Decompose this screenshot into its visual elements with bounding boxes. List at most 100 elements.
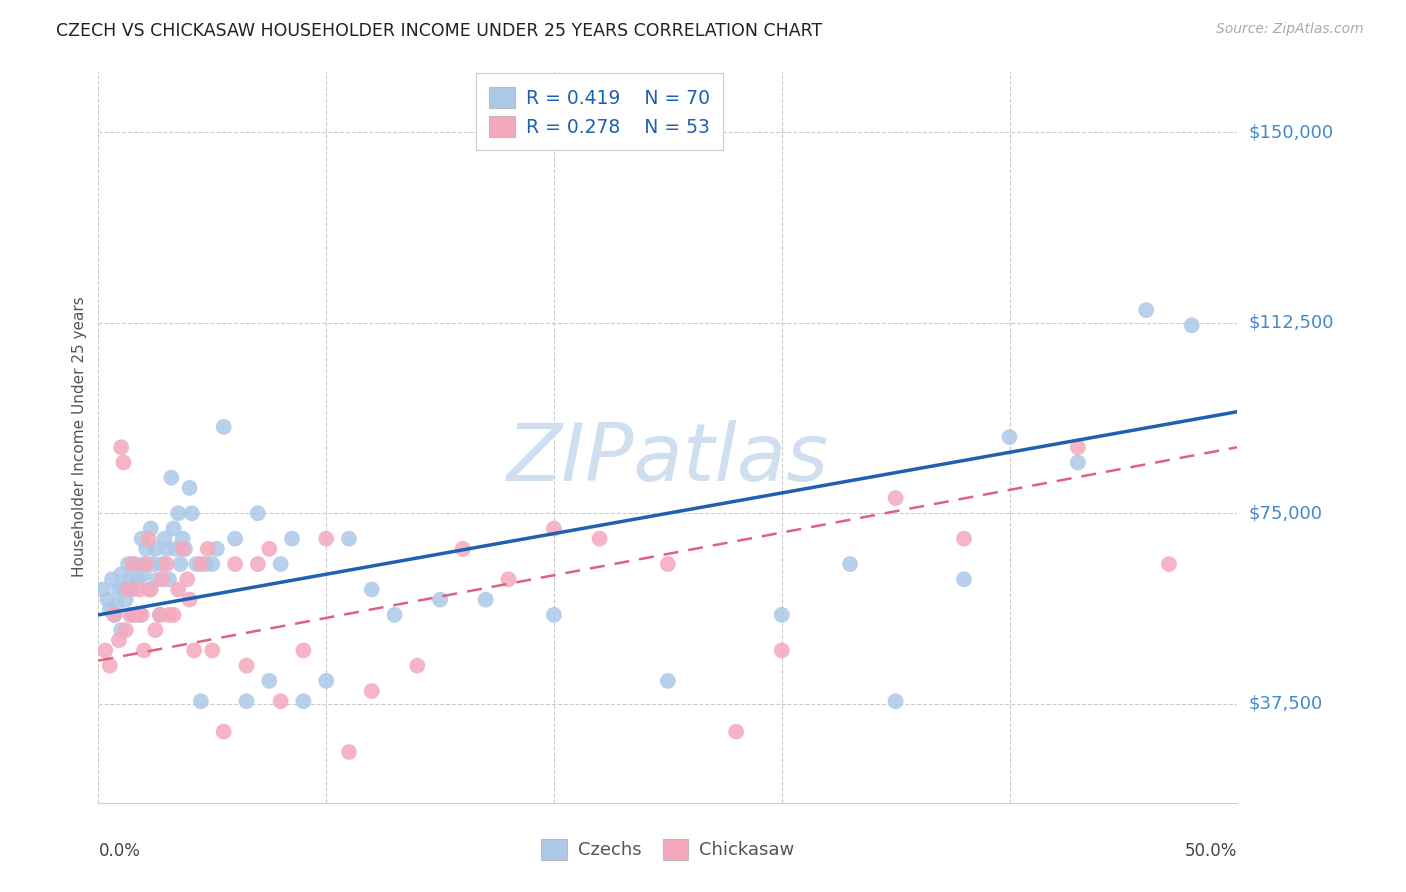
- Point: [117, 582, 139, 597]
- Point: [292, 694, 315, 708]
- Point: [474, 592, 496, 607]
- Text: Source: ZipAtlas.com: Source: ZipAtlas.com: [1216, 22, 1364, 37]
- Point: [725, 724, 748, 739]
- Point: [1067, 440, 1090, 454]
- Point: [160, 471, 183, 485]
- Point: [145, 623, 167, 637]
- Point: [884, 694, 907, 708]
- Point: [212, 724, 235, 739]
- Point: [120, 607, 142, 622]
- Point: [114, 592, 136, 607]
- Point: [315, 532, 337, 546]
- Point: [588, 532, 610, 546]
- Point: [150, 557, 173, 571]
- Point: [337, 745, 360, 759]
- Text: $37,500: $37,500: [1249, 695, 1323, 713]
- Point: [138, 532, 160, 546]
- Point: [429, 592, 451, 607]
- Point: [384, 607, 406, 622]
- Point: [120, 572, 142, 586]
- Point: [315, 673, 337, 688]
- Point: [360, 684, 382, 698]
- Legend: Czechs, Chickasaw: Czechs, Chickasaw: [534, 831, 801, 867]
- Point: [224, 532, 246, 546]
- Point: [194, 557, 217, 571]
- Point: [124, 607, 146, 622]
- Point: [657, 673, 679, 688]
- Point: [128, 607, 150, 622]
- Point: [127, 572, 149, 586]
- Point: [157, 572, 180, 586]
- Point: [884, 491, 907, 505]
- Point: [270, 694, 292, 708]
- Point: [112, 582, 135, 597]
- Point: [543, 521, 565, 535]
- Point: [179, 592, 201, 607]
- Point: [105, 598, 128, 612]
- Point: [108, 582, 131, 597]
- Point: [167, 582, 190, 597]
- Point: [149, 607, 172, 622]
- Point: [183, 643, 205, 657]
- Point: [953, 532, 976, 546]
- Point: [114, 623, 136, 637]
- Text: $150,000: $150,000: [1249, 123, 1333, 141]
- Point: [1181, 318, 1204, 333]
- Point: [337, 532, 360, 546]
- Point: [270, 557, 292, 571]
- Point: [770, 607, 793, 622]
- Point: [153, 532, 176, 546]
- Point: [235, 694, 257, 708]
- Point: [172, 541, 194, 556]
- Text: 50.0%: 50.0%: [1185, 842, 1237, 860]
- Point: [190, 694, 212, 708]
- Point: [292, 643, 315, 657]
- Point: [953, 572, 976, 586]
- Point: [96, 592, 118, 607]
- Point: [131, 532, 153, 546]
- Point: [224, 557, 246, 571]
- Point: [451, 541, 474, 556]
- Point: [281, 532, 304, 546]
- Point: [212, 420, 235, 434]
- Point: [186, 557, 208, 571]
- Text: 0.0%: 0.0%: [98, 842, 141, 860]
- Point: [172, 532, 194, 546]
- Point: [157, 607, 180, 622]
- Point: [108, 633, 131, 648]
- Point: [839, 557, 862, 571]
- Point: [112, 455, 135, 469]
- Point: [117, 557, 139, 571]
- Point: [139, 521, 162, 535]
- Point: [165, 541, 187, 556]
- Point: [146, 572, 169, 586]
- Point: [162, 607, 184, 622]
- Text: ZIPatlas: ZIPatlas: [506, 420, 830, 498]
- Point: [98, 658, 121, 673]
- Point: [132, 567, 155, 582]
- Point: [110, 440, 132, 454]
- Point: [246, 557, 269, 571]
- Point: [142, 557, 165, 571]
- Point: [91, 582, 114, 597]
- Point: [94, 643, 117, 657]
- Point: [156, 541, 179, 556]
- Point: [162, 521, 184, 535]
- Point: [128, 582, 150, 597]
- Point: [201, 643, 224, 657]
- Point: [197, 541, 219, 556]
- Point: [498, 572, 520, 586]
- Point: [145, 541, 167, 556]
- Point: [169, 557, 191, 571]
- Point: [98, 603, 121, 617]
- Point: [174, 541, 197, 556]
- Point: [406, 658, 429, 673]
- Point: [150, 572, 173, 586]
- Point: [543, 607, 565, 622]
- Point: [360, 582, 382, 597]
- Text: $75,000: $75,000: [1249, 504, 1323, 523]
- Point: [179, 481, 201, 495]
- Point: [135, 541, 157, 556]
- Point: [110, 567, 132, 582]
- Point: [124, 557, 146, 571]
